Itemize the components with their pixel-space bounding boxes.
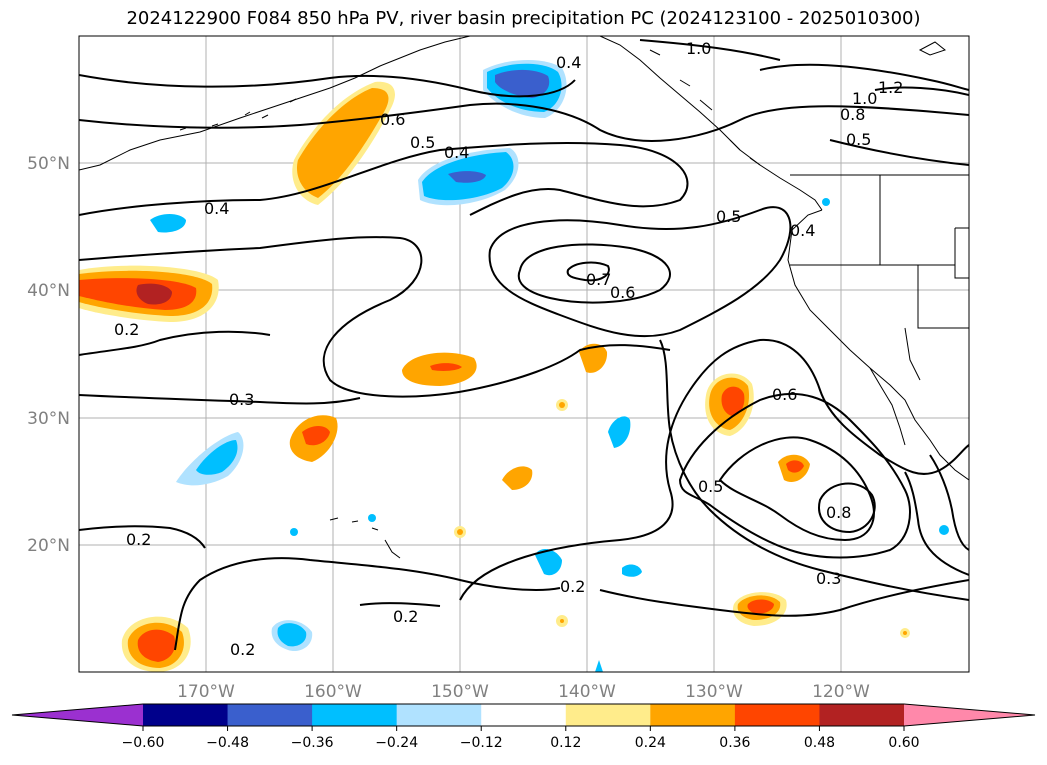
contour-label: 0.3: [816, 569, 841, 588]
lat-tick-label: 20°N: [27, 536, 70, 556]
colorbar-tick-label: −0.12: [460, 735, 503, 751]
colorbar-segment: [312, 704, 398, 726]
colorbar-segment: [12, 704, 143, 726]
contour-label: 0.5: [846, 130, 871, 149]
lon-tick-label: 120°W: [812, 682, 870, 702]
lon-tick-label: 160°W: [304, 682, 362, 702]
contour-label: 0.5: [716, 207, 741, 226]
lat-tick-label: 40°N: [27, 281, 70, 301]
lat-tick-labels: 20°N 30°N 40°N 50°N: [27, 154, 70, 556]
contour-label: 0.8: [826, 503, 851, 522]
contour-label: 0.4: [444, 143, 469, 162]
lon-tick-label: 150°W: [431, 682, 489, 702]
precip-negative-patch: [608, 416, 631, 448]
precip-positive-patch: [502, 466, 533, 490]
colorbar-segment: [396, 704, 482, 726]
colorbar-tick-label: −0.36: [291, 735, 334, 751]
pv-contours: [79, 39, 969, 651]
coastlines: [79, 36, 969, 559]
colorbar-tick-label: 0.48: [804, 735, 835, 751]
contour-label: 0.2: [393, 607, 418, 626]
contour-label: 0.2: [230, 640, 255, 659]
plot-frame: [78, 35, 970, 673]
contour-label: 0.5: [698, 477, 723, 496]
contour-label: 0.2: [560, 577, 585, 596]
contour-label: 0.3: [229, 390, 254, 409]
contour-label: 0.2: [126, 530, 151, 549]
colorbar-tick-label: −0.24: [375, 735, 418, 751]
map-title: 2024122900 F084 850 hPa PV, river basin …: [126, 8, 921, 29]
precip-negative-patch: [150, 214, 186, 233]
contour-label: 1.0: [852, 89, 877, 108]
lat-tick-label: 50°N: [27, 154, 70, 174]
lon-tick-label: 140°W: [558, 682, 616, 702]
precip-positive-patch: [579, 343, 608, 373]
colorbar-segment: [819, 704, 905, 726]
colorbar-segment: [143, 704, 229, 726]
lon-tick-label: 130°W: [685, 682, 743, 702]
colorbar-tick-label: −0.60: [122, 735, 165, 751]
colorbar-tick-label: 0.36: [719, 735, 750, 751]
colorbar: −0.60 −0.48 −0.36 −0.24 −0.12 0.12 0.24 0.36 0.4…: [11, 703, 1036, 751]
contour-label: 0.5: [410, 133, 435, 152]
contour-label: 1.2: [878, 78, 903, 97]
precip-negative-patch: [622, 564, 642, 577]
colorbar-tick-label: 0.12: [550, 735, 581, 751]
colorbar-segment: [650, 704, 736, 726]
lat-tick-label: 30°N: [27, 409, 70, 429]
lon-tick-labels: 170°W 160°W 150°W 140°W 130°W 120°W: [177, 682, 870, 702]
contour-label: 0.2: [114, 320, 139, 339]
contour-label: 0.8: [840, 105, 865, 124]
contour-label: 0.4: [204, 199, 229, 218]
colorbar-tick-label: 0.60: [888, 735, 919, 751]
contour-label: 0.4: [790, 221, 815, 240]
lon-tick-label: 170°W: [177, 682, 235, 702]
contour-label: 0.6: [610, 283, 635, 302]
colorbar-tick-label: −0.48: [206, 735, 249, 751]
contour-label: 1.0: [686, 39, 711, 58]
contour-label: 0.4: [556, 53, 581, 72]
contour-label: 0.6: [380, 110, 405, 129]
colorbar-segment: [904, 704, 1035, 726]
colorbar-segment: [565, 704, 651, 726]
colorbar-tick-label: 0.24: [635, 735, 666, 751]
contour-label: 0.7: [586, 270, 611, 289]
contour-label: 0.6: [772, 385, 797, 404]
contour-labels: 1.0 1.2 1.0 0.8 0.5 0.4 0.6 0.5 0.4 0.4 …: [114, 39, 903, 659]
gridlines: [79, 36, 969, 672]
colorbar-segment: [734, 704, 820, 726]
precip-negative-patch: [535, 548, 562, 576]
colorbar-segment: [481, 704, 567, 726]
colorbar-segment: [227, 704, 313, 726]
